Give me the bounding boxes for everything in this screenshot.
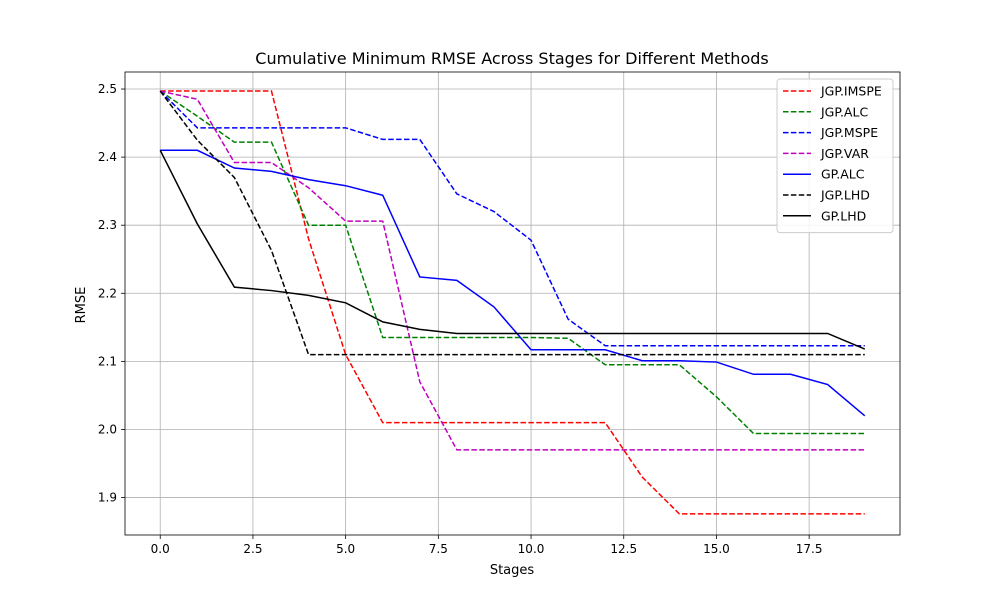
tick-labels: 0.0 2.5 5.0 7.5 10.0 12.5 15.0 17.5 1.9 2.0 2.1 2.2… (98, 82, 823, 556)
y-tick-label: 1.9 (98, 491, 117, 505)
x-tick-label: 17.5 (796, 542, 823, 556)
y-tick-label: 2.3 (98, 218, 117, 232)
chart-title: Cumulative Minimum RMSE Across Stages fo… (255, 49, 768, 68)
y-tick-label: 2.4 (98, 150, 117, 164)
x-tick-label: 12.5 (610, 542, 637, 556)
y-tick-label: 2.0 (98, 422, 117, 436)
plot-frame (124, 71, 901, 536)
y-tick-label: 2.5 (98, 82, 117, 96)
x-tick-label: 10.0 (518, 542, 545, 556)
legend-label: JGP.ALC (820, 104, 868, 119)
legend-label: JGP.VAR (820, 146, 869, 161)
x-axis-label: Stages (490, 563, 535, 578)
axes (121, 71, 901, 539)
series-line-gp-lhd (159, 149, 866, 350)
legend-label: JGP.IMSPE (820, 84, 882, 99)
series-lines (159, 90, 866, 515)
series-line-jgp-imspe (160, 90, 865, 515)
x-tick-label: 5.0 (336, 542, 355, 556)
series-line-gp-alc (160, 149, 866, 417)
y-tick-label: 2.2 (98, 286, 117, 300)
legend: JGP.IMSPE JGP.ALC JGP.MSPE JGP.VAR GP.ALC JGP… (776, 78, 894, 234)
legend-box (776, 78, 894, 234)
y-tick-label: 2.1 (98, 354, 117, 368)
legend-label: GP.ALC (821, 167, 865, 182)
y-axis-label: RMSE (74, 287, 89, 324)
legend-label: JGP.MSPE (820, 125, 878, 140)
series-line-jgp-alc (159, 90, 865, 435)
legend-label: JGP.LHD (820, 188, 870, 203)
series-line-jgp-var (160, 90, 865, 451)
x-tick-label: 15.0 (703, 542, 730, 556)
x-tick-label: 2.5 (243, 542, 262, 556)
x-tick-label: 7.5 (429, 542, 448, 556)
series-line-jgp-lhd (159, 90, 865, 356)
series-line-jgp-mspe (159, 90, 865, 347)
x-tick-label: 0.0 (151, 542, 170, 556)
legend-label: GP.LHD (821, 208, 866, 223)
